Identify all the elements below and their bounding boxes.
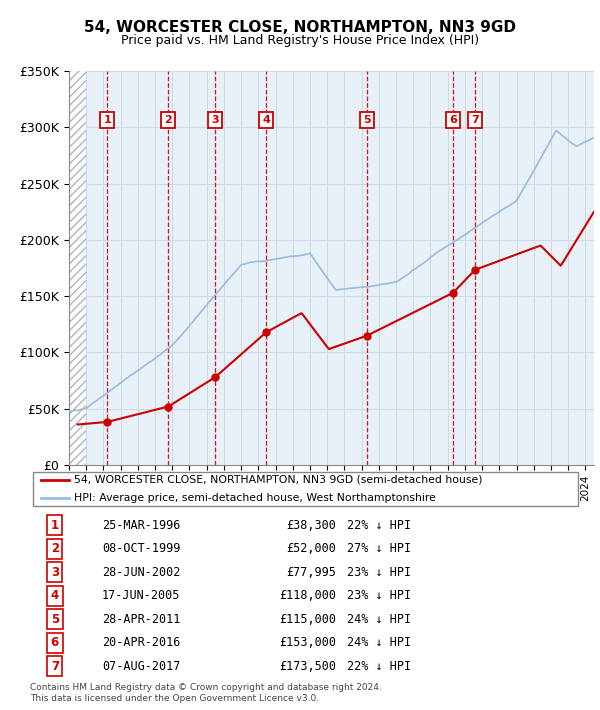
Text: £173,500: £173,500 bbox=[280, 660, 337, 673]
Text: 6: 6 bbox=[51, 636, 59, 649]
Text: £115,000: £115,000 bbox=[280, 613, 337, 626]
Text: 1: 1 bbox=[104, 115, 111, 125]
Text: 2: 2 bbox=[164, 115, 172, 125]
Text: 24% ↓ HPI: 24% ↓ HPI bbox=[347, 613, 412, 626]
Text: 27% ↓ HPI: 27% ↓ HPI bbox=[347, 542, 412, 555]
Text: £52,000: £52,000 bbox=[286, 542, 337, 555]
Text: 3: 3 bbox=[51, 566, 59, 579]
Text: 20-APR-2016: 20-APR-2016 bbox=[102, 636, 180, 649]
Text: Price paid vs. HM Land Registry's House Price Index (HPI): Price paid vs. HM Land Registry's House … bbox=[121, 34, 479, 47]
FancyBboxPatch shape bbox=[33, 472, 578, 506]
Text: HPI: Average price, semi-detached house, West Northamptonshire: HPI: Average price, semi-detached house,… bbox=[74, 493, 436, 503]
Text: 23% ↓ HPI: 23% ↓ HPI bbox=[347, 589, 412, 602]
Polygon shape bbox=[69, 71, 86, 465]
Text: 7: 7 bbox=[472, 115, 479, 125]
Text: 4: 4 bbox=[262, 115, 270, 125]
Text: 24% ↓ HPI: 24% ↓ HPI bbox=[347, 636, 412, 649]
Text: 4: 4 bbox=[51, 589, 59, 602]
Text: Contains HM Land Registry data © Crown copyright and database right 2024.: Contains HM Land Registry data © Crown c… bbox=[30, 683, 382, 692]
Text: 2: 2 bbox=[51, 542, 59, 555]
Text: This data is licensed under the Open Government Licence v3.0.: This data is licensed under the Open Gov… bbox=[30, 694, 319, 704]
Text: £77,995: £77,995 bbox=[286, 566, 337, 579]
Text: 28-JUN-2002: 28-JUN-2002 bbox=[102, 566, 180, 579]
Text: 5: 5 bbox=[364, 115, 371, 125]
Text: 28-APR-2011: 28-APR-2011 bbox=[102, 613, 180, 626]
Text: 25-MAR-1996: 25-MAR-1996 bbox=[102, 518, 180, 532]
Text: 54, WORCESTER CLOSE, NORTHAMPTON, NN3 9GD (semi-detached house): 54, WORCESTER CLOSE, NORTHAMPTON, NN3 9G… bbox=[74, 475, 482, 485]
Text: 08-OCT-1999: 08-OCT-1999 bbox=[102, 542, 180, 555]
Text: 23% ↓ HPI: 23% ↓ HPI bbox=[347, 566, 412, 579]
Text: 3: 3 bbox=[211, 115, 219, 125]
Text: 22% ↓ HPI: 22% ↓ HPI bbox=[347, 660, 412, 673]
Text: 17-JUN-2005: 17-JUN-2005 bbox=[102, 589, 180, 602]
Text: 54, WORCESTER CLOSE, NORTHAMPTON, NN3 9GD: 54, WORCESTER CLOSE, NORTHAMPTON, NN3 9G… bbox=[84, 20, 516, 35]
Text: £118,000: £118,000 bbox=[280, 589, 337, 602]
Text: 07-AUG-2017: 07-AUG-2017 bbox=[102, 660, 180, 673]
Text: 5: 5 bbox=[51, 613, 59, 626]
Text: 6: 6 bbox=[449, 115, 457, 125]
Text: £153,000: £153,000 bbox=[280, 636, 337, 649]
Text: 22% ↓ HPI: 22% ↓ HPI bbox=[347, 518, 412, 532]
Text: 7: 7 bbox=[51, 660, 59, 673]
Text: £38,300: £38,300 bbox=[286, 518, 337, 532]
Text: 1: 1 bbox=[51, 518, 59, 532]
